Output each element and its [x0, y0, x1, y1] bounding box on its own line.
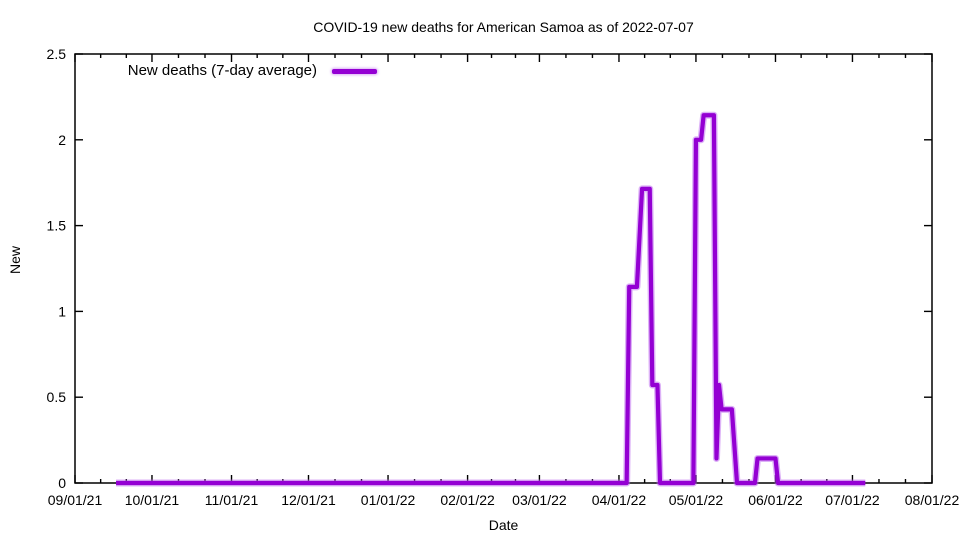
x-tick-label: 03/01/22 [512, 492, 567, 508]
plot-border [74, 53, 933, 484]
x-tick-label: 07/01/22 [825, 492, 880, 508]
legend-line-sample [332, 69, 377, 74]
x-tick-label: 04/01/22 [592, 492, 647, 508]
x-tick-label: 10/01/21 [125, 492, 180, 508]
chart-title: COVID-19 new deaths for American Samoa a… [313, 19, 694, 35]
y-tick-label: 2.5 [47, 46, 67, 62]
data-line-halo [116, 111, 866, 487]
x-tick-label: 02/01/22 [440, 492, 495, 508]
data-line-new-deaths [116, 113, 866, 486]
x-tick-label: 09/01/21 [48, 492, 103, 508]
x-tick-label: 12/01/21 [281, 492, 336, 508]
y-tick-label: 1 [58, 303, 66, 319]
x-tick-label: 05/01/22 [669, 492, 724, 508]
y-tick-label: 0.5 [47, 389, 67, 405]
x-tick-label: 08/01/22 [905, 492, 960, 508]
x-tick-label: 11/01/21 [205, 492, 259, 508]
x-axis-label: Date [488, 517, 519, 533]
x-tick-label: 01/01/22 [361, 492, 416, 508]
legend-label: New deaths (7-day average) [127, 62, 317, 79]
y-tick-label: 0 [58, 475, 66, 491]
y-axis-label: New [7, 245, 23, 275]
x-tick-label: 06/01/22 [748, 492, 803, 508]
y-tick-label: 1.5 [47, 218, 67, 234]
y-tick-label: 2 [58, 132, 66, 148]
